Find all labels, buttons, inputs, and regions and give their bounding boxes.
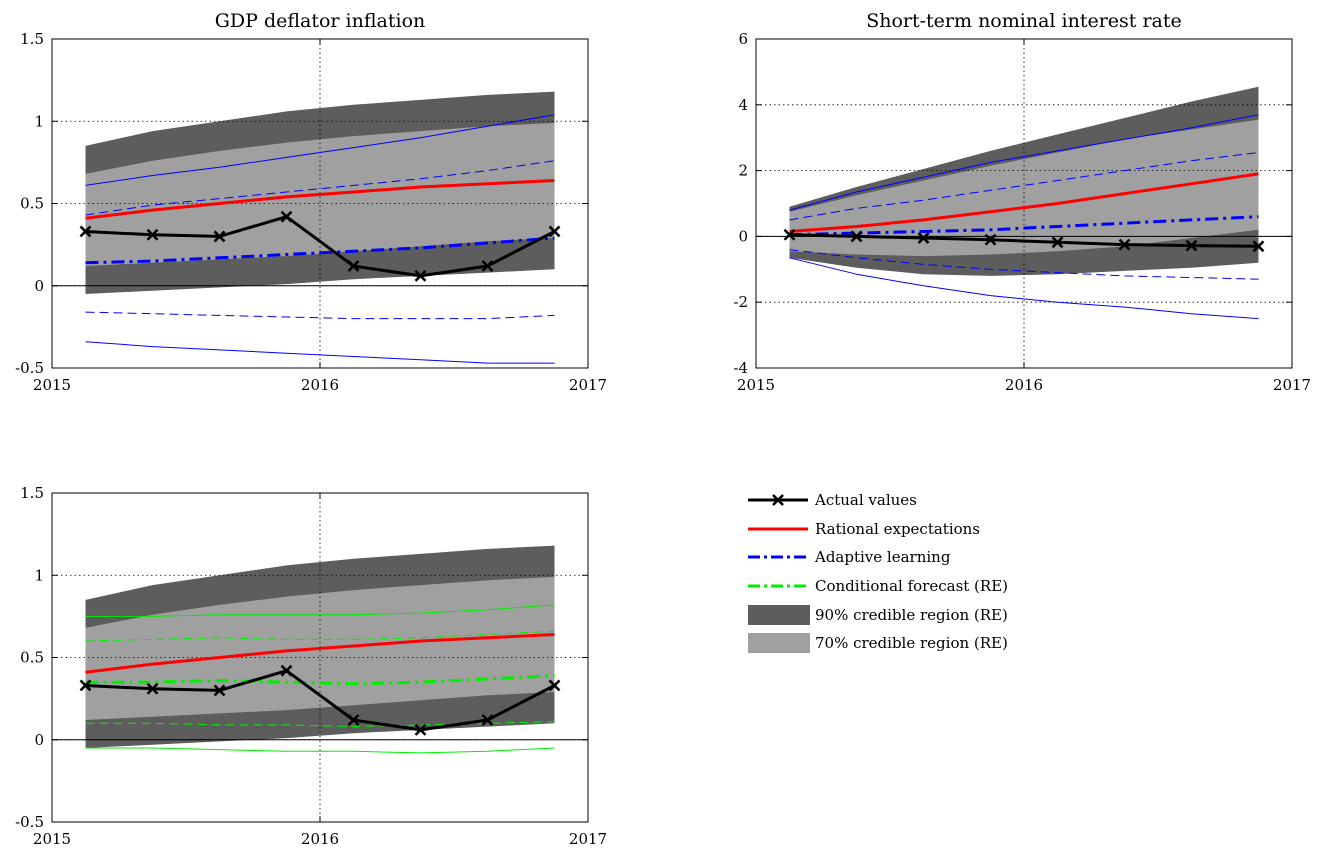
- data-point-actual: [481, 260, 494, 272]
- data-point-actual: [79, 225, 92, 238]
- series-line-adaptive-interval: [85, 114, 555, 186]
- panel-gdp-deflator-inflation: -0.5 0 0.5 1 1.5 2015 2016 2017 GDP deflator inf…: [15, 10, 607, 394]
- data-point-actual: [1051, 236, 1064, 249]
- data-point-actual: [79, 679, 92, 692]
- series-line-rational: [789, 172, 1259, 233]
- y-tick-label: 0: [34, 731, 44, 749]
- data-point-actual: [783, 228, 796, 241]
- data-point-actual: [213, 230, 226, 243]
- series-line-adaptive-interval-dashed: [85, 311, 555, 320]
- legend-label: 70% credible region (RE): [815, 634, 1008, 653]
- y-tick-label: 0: [34, 277, 44, 295]
- y-tick-label: 1: [34, 112, 44, 130]
- x-tick-label: 2017: [1273, 376, 1311, 394]
- y-tick-label: 0: [738, 227, 748, 245]
- y-tick-label: 1: [34, 566, 44, 584]
- data-point-actual: [917, 232, 930, 244]
- y-tick-label: 0.5: [20, 195, 44, 213]
- series-line-conditional-interval-dashed: [85, 630, 555, 642]
- series-line-conditional-interval-dashed: [85, 721, 555, 728]
- data-point-actual: [213, 684, 226, 697]
- data-point-actual: [548, 225, 561, 238]
- data-point-actual: [548, 679, 561, 692]
- y-tick-label: 6: [738, 30, 748, 48]
- legend-item-band90: 90% credible region (RE): [746, 600, 1008, 629]
- y-tick-label: 1.5: [20, 30, 44, 48]
- x-tick-label: 2017: [569, 376, 607, 394]
- panel-conditional-forecast: -0.5 0 0.5 1 1.5 2015 2016 2017: [15, 484, 607, 848]
- data-point-actual: [1252, 240, 1265, 253]
- legend-item-conditional: Conditional forecast (RE): [746, 572, 1008, 601]
- y-tick-label: -0.5: [15, 359, 44, 377]
- series-line-conditional-interval: [85, 604, 555, 617]
- data-point-actual: [850, 230, 863, 243]
- x-tick-label: 2016: [301, 376, 339, 394]
- legend-label: Adaptive learning: [815, 548, 951, 567]
- series-line-rational: [85, 633, 555, 674]
- data-point-actual: [1118, 238, 1131, 251]
- x-tick-label: 2016: [301, 830, 339, 848]
- series-line-actual: [789, 233, 1259, 248]
- data-point-actual: [347, 260, 360, 272]
- x-tick-label: 2017: [569, 830, 607, 848]
- y-tick-label: -0.5: [15, 813, 44, 831]
- chart-title: Short-term nominal interest rate: [866, 10, 1182, 32]
- legend-label: Conditional forecast (RE): [815, 577, 1009, 596]
- data-point-actual: [1185, 239, 1198, 252]
- series-line-actual: [85, 215, 556, 278]
- data-point-actual: [414, 723, 427, 736]
- series-line-adaptive-interval-dashed: [85, 160, 555, 216]
- series-line-adaptive: [85, 236, 555, 265]
- data-point-actual: [146, 682, 159, 695]
- series-line-adaptive-interval: [789, 114, 1259, 211]
- series-line-adaptive-interval-dashed: [789, 152, 1259, 221]
- y-tick-label: 0.5: [20, 649, 44, 667]
- legend-label: Rational expectations: [815, 519, 981, 538]
- series-line-adaptive-interval: [85, 341, 555, 364]
- legend-symbol-rational: [748, 527, 808, 531]
- legend-item-adaptive: Adaptive learning: [746, 543, 1008, 572]
- legend-item-band70: 70% credible region (RE): [746, 629, 1008, 658]
- legend-symbol-band90: [748, 604, 810, 625]
- series-line-adaptive: [789, 215, 1259, 237]
- chart-title: GDP deflator inflation: [215, 10, 426, 32]
- legend-item-actual: Actual values: [746, 486, 1008, 515]
- legend-label: 90% credible region (RE): [815, 605, 1008, 624]
- x-tick-label: 2015: [33, 830, 71, 848]
- legend-symbol-conditional: [748, 584, 808, 588]
- series-line-rational: [85, 179, 555, 220]
- data-point-actual: [414, 269, 427, 282]
- y-tick-label: 4: [738, 96, 748, 114]
- series-line-adaptive-interval: [789, 257, 1259, 320]
- y-tick-label: -2: [733, 293, 748, 311]
- legend-label: Actual values: [815, 491, 917, 510]
- x-tick-label: 2015: [33, 376, 71, 394]
- data-point-actual: [146, 228, 159, 241]
- legend: Actual values Rational expectations Adap…: [746, 486, 1008, 658]
- data-point-actual: [347, 714, 360, 726]
- y-tick-label: -4: [733, 359, 748, 377]
- data-point-actual: [280, 210, 293, 223]
- panel-short-term-interest-rate: -4 -2 0 2 4 6 2015 2016 2017 Short-term nominal i…: [733, 10, 1311, 394]
- x-tick-label: 2015: [737, 376, 775, 394]
- y-tick-label: 2: [738, 162, 748, 180]
- series-line-conditional-interval: [85, 747, 555, 754]
- x-tick-label: 2016: [1005, 376, 1043, 394]
- legend-symbol-band70: [748, 633, 810, 654]
- legend-symbol-adaptive: [748, 555, 808, 559]
- legend-symbol-actual: [748, 494, 808, 507]
- y-tick-label: 1.5: [20, 484, 44, 502]
- series-line-adaptive-interval-dashed: [789, 249, 1259, 280]
- data-point-actual: [280, 664, 293, 677]
- legend-item-rational: Rational expectations: [746, 515, 1008, 544]
- data-point-actual: [984, 233, 997, 246]
- series-line-conditional: [85, 674, 555, 686]
- series-line-actual: [85, 669, 556, 732]
- data-point-actual: [481, 714, 494, 726]
